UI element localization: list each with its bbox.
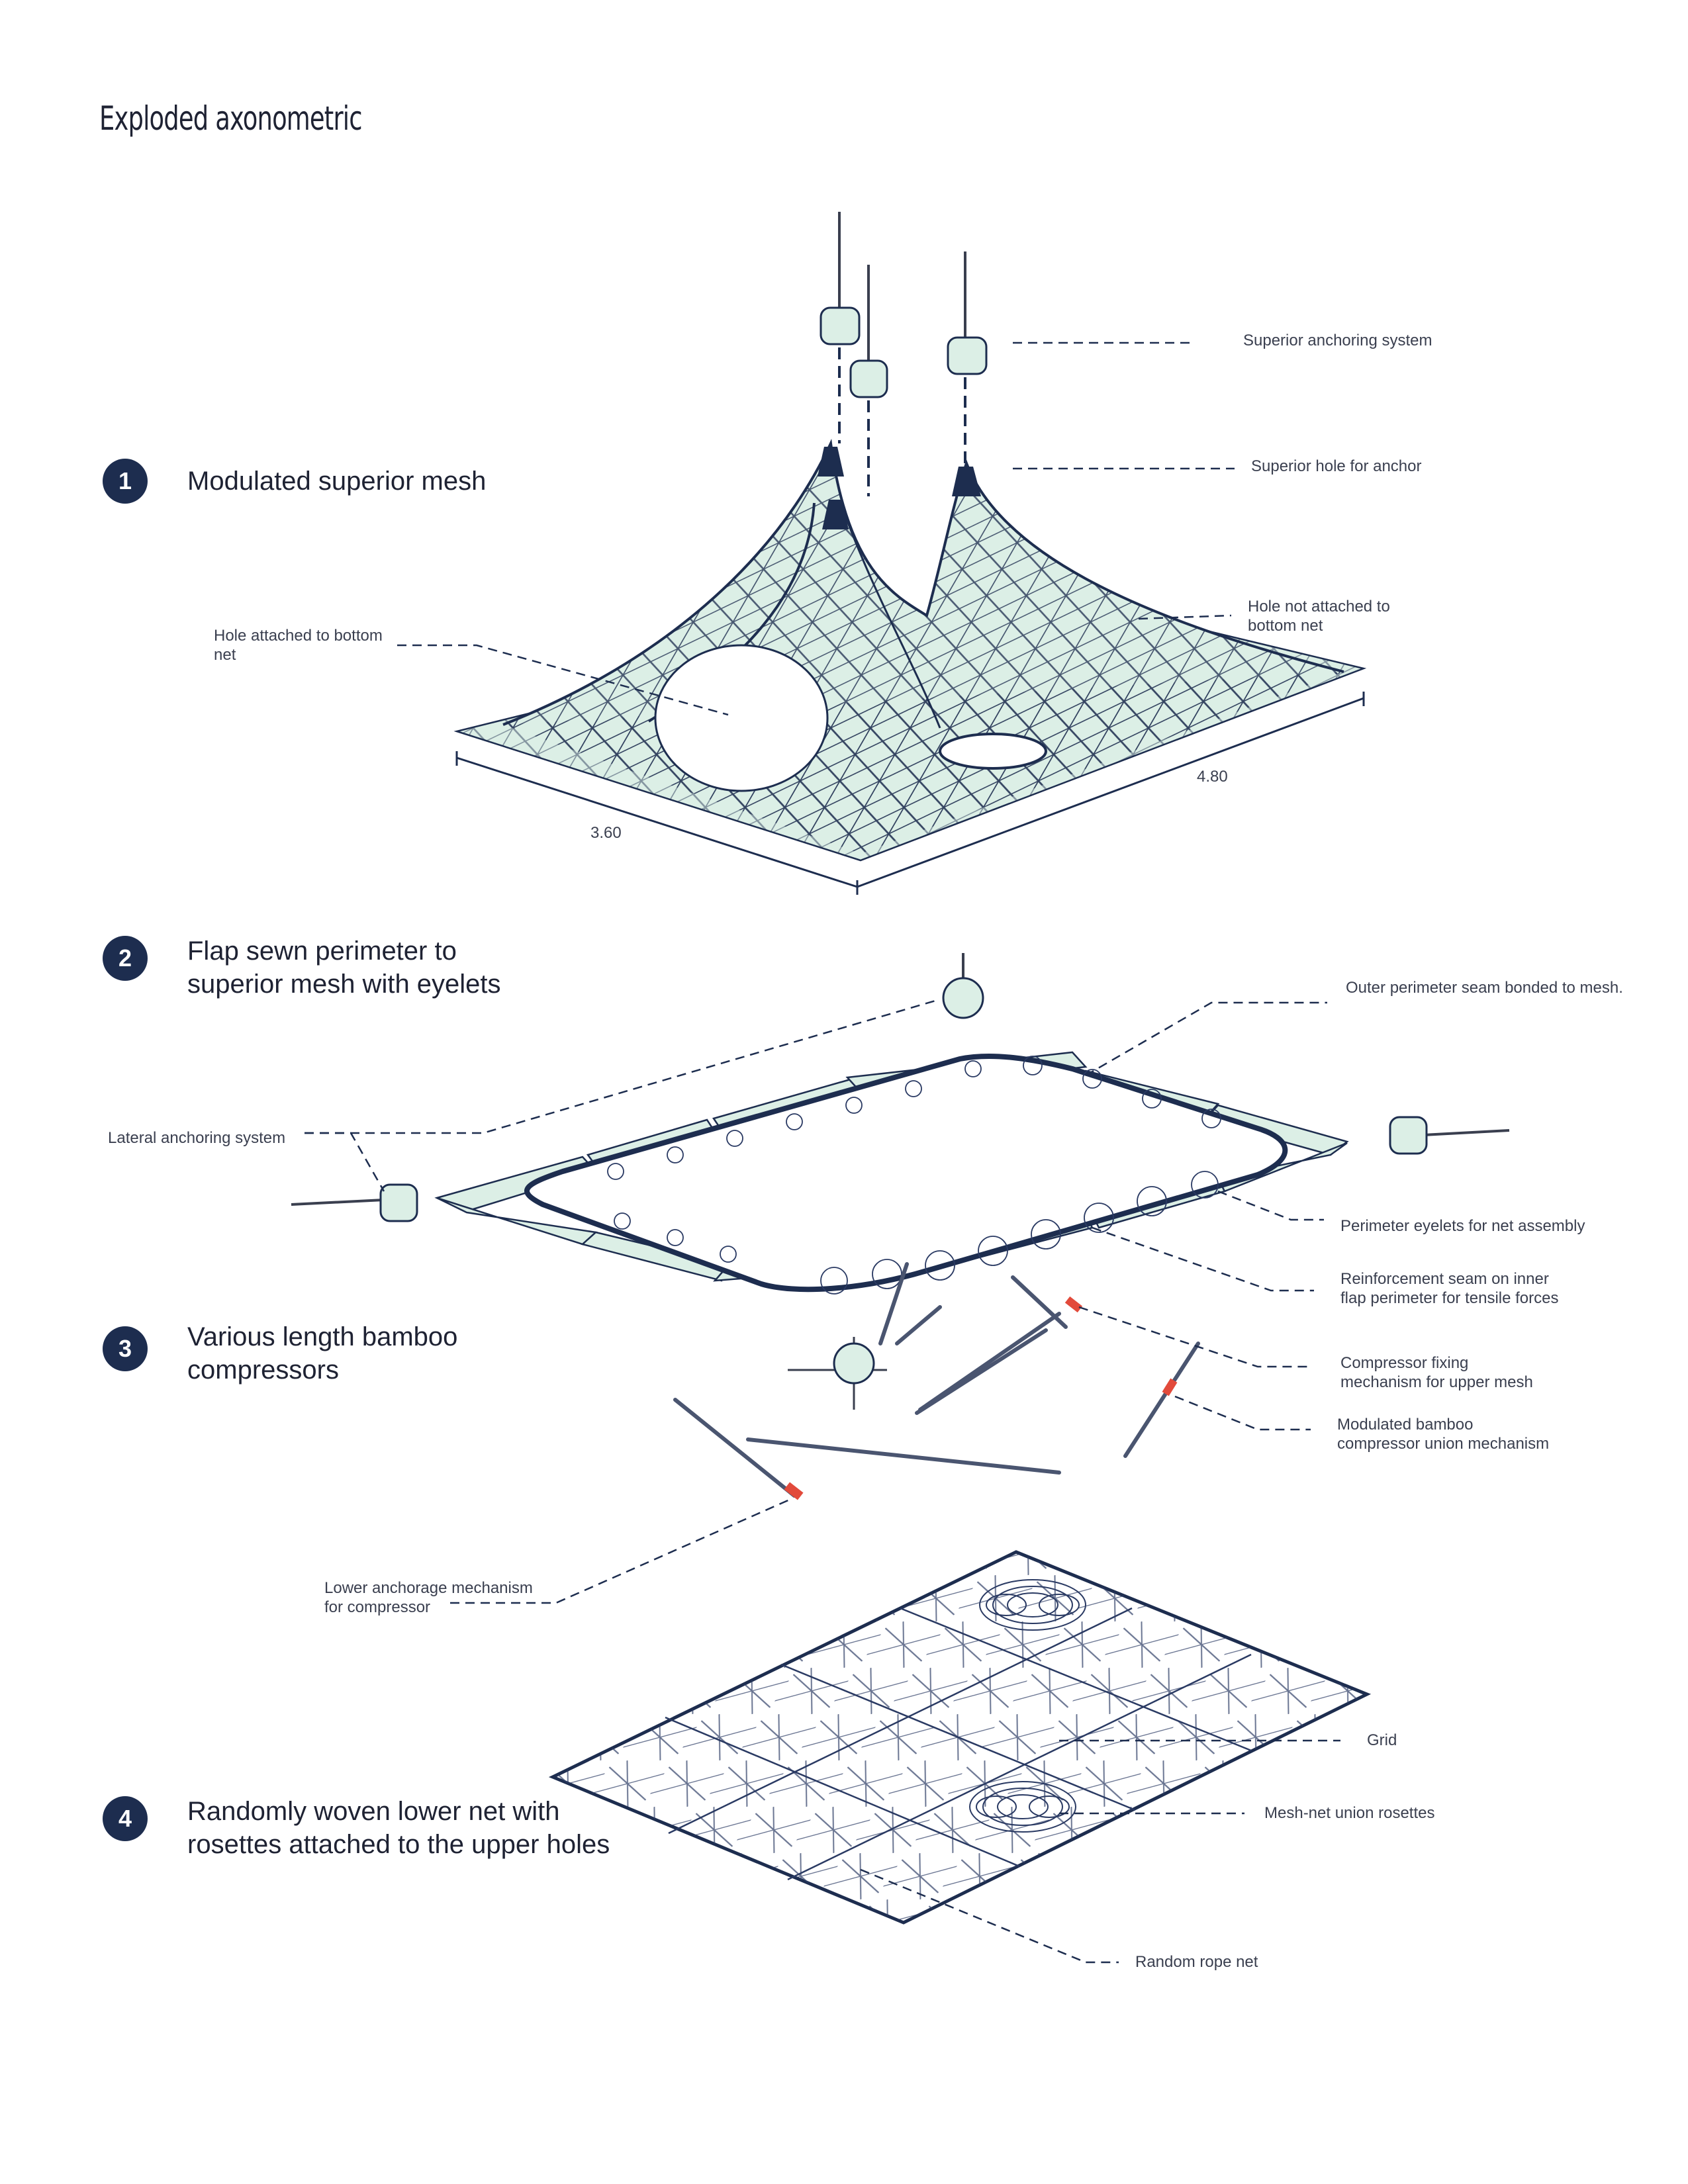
step-3-badge: 3 [103,1326,148,1371]
hole-not-attached [939,733,1047,770]
superior-anchors [820,212,988,496]
label-hole-attached: Hole attached to bottom net [214,627,383,664]
label-superior-anchoring: Superior anchoring system [1243,332,1432,349]
lower-net-grid [665,1607,1252,1881]
mesh-canopy-net [503,443,1344,854]
step-3-leaders [450,1306,1311,1604]
label-lateral-anchoring: Lateral anchoring system [108,1129,286,1147]
step-2-badge: 2 [103,936,148,981]
rosette-upper [979,1579,1086,1631]
label-random-rope-net: Random rope net [1135,1953,1258,1971]
peak-1-cap [818,447,844,477]
step-4-badge: 4 [103,1796,148,1841]
anchor-2-icon [849,359,888,398]
step-2-label: Flap sewn perimeter to superior mesh wit… [187,936,501,999]
label-perimeter-eyelets: Perimeter eyelets for net assembly [1340,1217,1585,1235]
peak-3-cap [952,467,981,496]
label-reinforcement-seam: Reinforcement seam on inner flap perimet… [1340,1270,1559,1307]
step-4-leaders [860,1739,1340,1964]
label-outer-perimeter-seam: Outer perimeter seam bonded to mesh. [1346,979,1623,997]
lateral-anchor-right-icon [1389,1116,1428,1155]
superior-mesh [453,439,1367,895]
dim-line-depth [456,756,858,888]
lateral-anchor-top-icon [942,977,984,1019]
step-2-leaders [305,998,1327,1292]
step-3-label: Various length bamboo compressors [187,1322,458,1385]
label-compressor-fixing: Compressor fixing mechanism for upper me… [1340,1354,1533,1391]
dimension-width: 4.80 [1197,768,1228,786]
compressor-fixing-marker [1064,1296,1083,1313]
label-mesh-net-rosettes: Mesh-net union rosettes [1264,1804,1435,1822]
dimension-depth: 3.60 [590,824,622,842]
label-hole-not-attached: Hole not attached to bottom net [1248,598,1390,635]
bamboo-compressors [673,1262,1200,1500]
bamboo-union-marker [1162,1378,1178,1396]
label-grid: Grid [1367,1731,1397,1749]
label-bamboo-union: Modulated bamboo compressor union mechan… [1337,1416,1550,1453]
label-lower-anchorage: Lower anchorage mechanism for compressor [324,1579,533,1616]
step-1-badge: 1 [103,459,148,504]
inner-seam [524,1053,1288,1293]
lower-net [548,1550,1372,1925]
rosette-lower [969,1781,1076,1833]
lateral-anchor-left-icon [379,1183,418,1222]
step-1-leaders [397,341,1235,716]
anchor-1-icon [820,306,861,345]
label-superior-hole: Superior hole for anchor [1251,457,1422,475]
compressor-anchor-icon [833,1342,875,1385]
flap-perimeter [291,953,1510,1295]
step-4-label: Randomly woven lower net with rosettes a… [187,1797,610,1859]
hole-attached [654,644,829,792]
dim-line-width [857,697,1364,888]
step-1-label: Modulated superior mesh [187,467,487,496]
eyelet-loops [607,1056,1221,1295]
lower-anchorage-marker [784,1482,804,1500]
anchor-3-icon [947,336,988,375]
page-title: Exploded axonometric [99,99,362,138]
peak-2-cap [822,500,849,529]
